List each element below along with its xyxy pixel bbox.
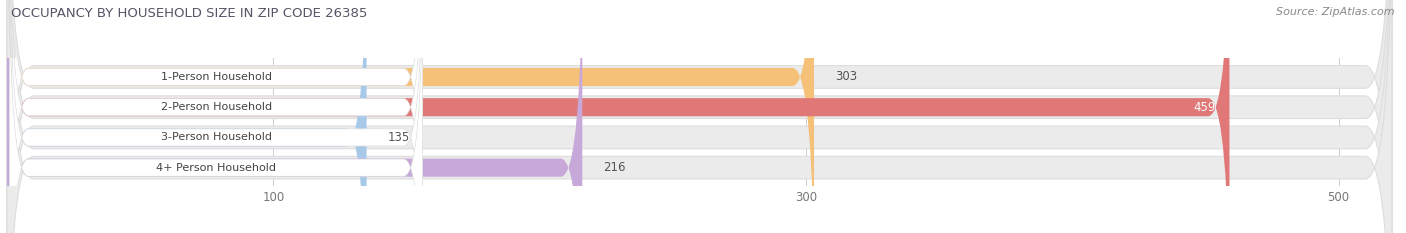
Text: 216: 216 (603, 161, 626, 174)
FancyBboxPatch shape (7, 0, 1392, 233)
FancyBboxPatch shape (7, 0, 1392, 233)
FancyBboxPatch shape (7, 0, 1392, 233)
Text: 135: 135 (388, 131, 411, 144)
Text: 2-Person Household: 2-Person Household (160, 102, 271, 112)
Text: OCCUPANCY BY HOUSEHOLD SIZE IN ZIP CODE 26385: OCCUPANCY BY HOUSEHOLD SIZE IN ZIP CODE … (11, 7, 367, 20)
FancyBboxPatch shape (10, 0, 422, 233)
FancyBboxPatch shape (7, 0, 1392, 233)
FancyBboxPatch shape (10, 0, 422, 233)
Text: 3-Person Household: 3-Person Household (160, 132, 271, 142)
Text: 459: 459 (1194, 101, 1216, 114)
Text: 1-Person Household: 1-Person Household (160, 72, 271, 82)
FancyBboxPatch shape (10, 0, 422, 233)
FancyBboxPatch shape (7, 0, 582, 233)
Text: 303: 303 (835, 71, 858, 83)
Text: 4+ Person Household: 4+ Person Household (156, 163, 276, 173)
Text: Source: ZipAtlas.com: Source: ZipAtlas.com (1277, 7, 1395, 17)
FancyBboxPatch shape (7, 0, 814, 233)
FancyBboxPatch shape (7, 0, 1229, 233)
FancyBboxPatch shape (7, 0, 367, 233)
FancyBboxPatch shape (10, 0, 422, 233)
